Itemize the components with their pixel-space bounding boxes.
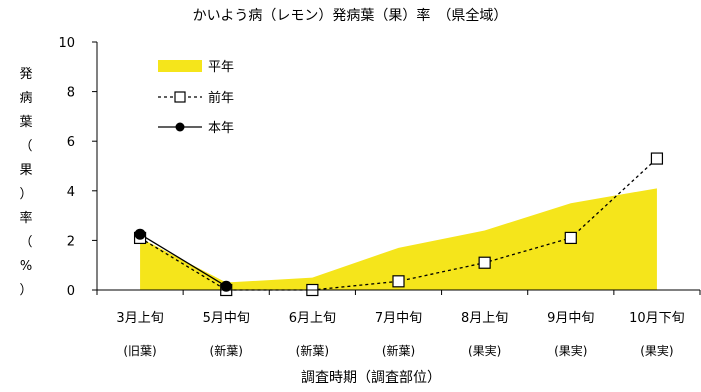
area-heinen [140,188,657,290]
y-axis-label-char: （ [19,235,32,250]
marker-honnen [134,228,146,240]
x-tick-label: 9月中旬 [547,311,594,326]
x-tick-label: 3月上旬 [116,311,163,326]
x-tick-sublabel: (果実) [640,343,673,358]
y-axis: 0 2 4 6 8 10 [58,36,98,299]
y-axis-label-char: % [20,259,32,274]
legend-label-zennen: 前年 [208,90,234,106]
y-axis-label-char: 果 [19,163,32,178]
x-tick-sublabel: (新葉) [210,343,243,358]
x-tick-sublabel: (果実) [554,343,587,358]
x-tick-label: 8月上旬 [461,311,508,326]
x-tick-label: 5月中旬 [203,311,250,326]
y-tick-label: 2 [67,234,75,249]
y-tick-label: 8 [67,86,75,101]
marker-zennen [392,275,405,288]
y-tick-label: 0 [67,284,75,299]
series-line-2 [139,233,227,287]
y-tick-label: 4 [67,185,75,200]
x-tick-label: 7月中旬 [375,311,422,326]
legend-label-honnen: 本年 [208,121,234,136]
y-axis-label-char: ） [19,283,32,298]
x-tick-sublabel: (旧葉) [123,344,156,358]
x-axis: 3月上旬 (旧葉) 5月中旬 (新葉) 6月上旬 (新葉) 7月中旬 (新葉) 8月上旬 (果実)… [96,289,701,358]
legend-label-heinen: 平年 [208,60,234,75]
legend-swatch-honnen-marker [175,122,185,132]
y-tick-label: 6 [67,135,75,150]
marker-zennen [564,231,577,245]
chart-title: かいよう病（レモン）発病葉（果）率 （県全域） [193,7,508,24]
plot-area [133,152,664,297]
legend-swatch-heinen [158,60,202,72]
x-tick-sublabel: (新葉) [296,343,329,358]
x-tick-label: 6月上旬 [289,311,336,326]
y-tick-label: 10 [58,36,75,51]
y-axis-label-char: ） [19,187,32,202]
y-axis-label-char: （ [19,139,32,154]
marker-zennen [478,256,491,269]
x-axis-label: 調査時期（調査部位） [301,370,441,386]
legend-swatch-zennen-marker [174,91,186,103]
marker-honnen [220,280,232,292]
y-axis-label-char: 発 [19,67,32,82]
marker-zennen [650,152,664,165]
y-axis-label-char: 率 [19,210,32,226]
x-tick-label: 10月下旬 [629,311,685,326]
y-axis-label-char: 病 [19,91,32,106]
x-tick-sublabel: (新葉) [382,343,415,358]
y-axis-label: 発病葉 （ 果 ） 率 （% ） [19,67,32,298]
x-tick-sublabel: (果実) [468,343,501,358]
y-axis-label-char: 葉 [19,115,32,130]
